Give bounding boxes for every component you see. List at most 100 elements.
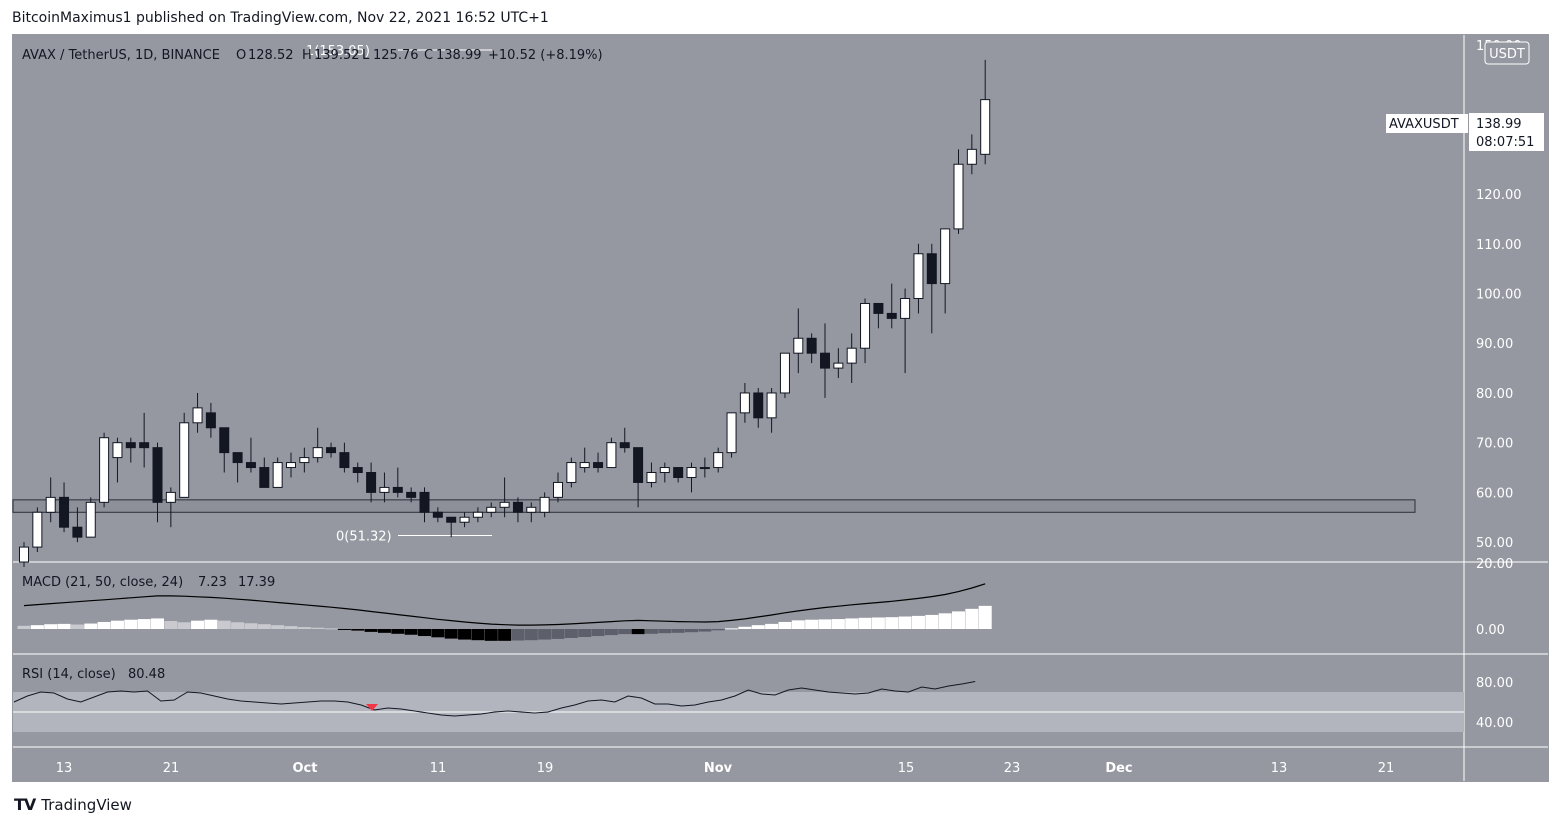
- candle-up[interactable]: [299, 457, 310, 464]
- candle-down[interactable]: [753, 392, 764, 419]
- macd-histogram-bar: [698, 629, 712, 632]
- candle-up[interactable]: [99, 437, 110, 503]
- candle-down[interactable]: [125, 442, 136, 449]
- macd-histogram-bar: [938, 613, 952, 629]
- ohlc-high-label: H: [302, 48, 312, 63]
- macd-histogram-bar: [644, 629, 658, 634]
- publisher-line: BitcoinMaximus1 published on TradingView…: [12, 10, 549, 26]
- candle-up[interactable]: [179, 422, 190, 498]
- candle-up[interactable]: [486, 506, 497, 513]
- symbol-tag: [1386, 114, 1468, 133]
- candle-down[interactable]: [593, 462, 604, 469]
- candle-down[interactable]: [245, 462, 256, 469]
- time-tick-label: 13: [1271, 761, 1288, 776]
- candle-up[interactable]: [312, 447, 323, 459]
- candle-up[interactable]: [766, 392, 777, 419]
- candle-up[interactable]: [913, 253, 924, 299]
- candle-up[interactable]: [659, 467, 670, 474]
- candle-up[interactable]: [793, 337, 804, 354]
- candle-down[interactable]: [633, 447, 644, 483]
- candle-up[interactable]: [739, 392, 750, 414]
- candle-up[interactable]: [646, 472, 657, 483]
- candle-down[interactable]: [139, 442, 150, 449]
- time-tick-label: 21: [1378, 761, 1395, 776]
- tradingview-logo[interactable]: TV TradingView: [14, 795, 132, 814]
- rsi-value: 80.48: [128, 667, 165, 682]
- candle-up[interactable]: [45, 496, 56, 513]
- candle-down[interactable]: [326, 447, 337, 454]
- candle-down[interactable]: [219, 427, 230, 454]
- time-tick-label: 15: [898, 761, 915, 776]
- candle-down[interactable]: [152, 447, 163, 503]
- candle-up[interactable]: [19, 546, 29, 563]
- candle-up[interactable]: [526, 506, 537, 513]
- candle-down[interactable]: [873, 302, 884, 314]
- candle-down[interactable]: [806, 337, 817, 354]
- candle-down[interactable]: [446, 516, 457, 523]
- candle-up[interactable]: [566, 462, 577, 483]
- candle-up[interactable]: [85, 501, 96, 538]
- candle-up[interactable]: [699, 467, 710, 470]
- ohlc-high: 139.52: [314, 48, 360, 63]
- candle-down[interactable]: [366, 472, 377, 493]
- candle-down[interactable]: [59, 496, 70, 528]
- macd-histogram-bar: [431, 629, 445, 638]
- candle-up[interactable]: [112, 442, 123, 459]
- candle-down[interactable]: [886, 312, 897, 319]
- candle-down[interactable]: [432, 511, 443, 518]
- fib-level-0-label: 0(51.32): [336, 530, 392, 545]
- candle-down[interactable]: [820, 352, 830, 369]
- candle-down[interactable]: [406, 491, 417, 498]
- candle-up[interactable]: [846, 347, 857, 364]
- chart-background: [13, 35, 1548, 781]
- candle-up[interactable]: [553, 481, 563, 498]
- currency-badge[interactable]: [1484, 41, 1530, 65]
- candle-down[interactable]: [352, 467, 363, 474]
- candle-up[interactable]: [833, 362, 844, 369]
- candle-up[interactable]: [286, 462, 296, 469]
- candle-down[interactable]: [419, 491, 430, 513]
- candle-down[interactable]: [673, 467, 684, 478]
- candle-down[interactable]: [232, 452, 243, 464]
- candle-up[interactable]: [165, 491, 176, 503]
- candle-up[interactable]: [459, 516, 470, 523]
- candle-up[interactable]: [32, 511, 43, 548]
- candle-down[interactable]: [339, 452, 350, 469]
- candle-up[interactable]: [472, 511, 483, 518]
- candle-up[interactable]: [539, 496, 550, 513]
- candle-down[interactable]: [392, 486, 403, 493]
- rsi-label: RSI (14, close): [22, 667, 116, 682]
- candle-up[interactable]: [966, 148, 977, 165]
- candle-up[interactable]: [900, 298, 911, 319]
- candle-up[interactable]: [272, 462, 283, 488]
- candle-down[interactable]: [259, 467, 270, 488]
- candle-up[interactable]: [192, 407, 203, 424]
- candle-down[interactable]: [926, 253, 937, 285]
- macd-axis-label: 20.00: [1476, 557, 1513, 572]
- macd-histogram-bar: [257, 624, 271, 629]
- candle-up[interactable]: [980, 99, 991, 155]
- macd-histogram-bar: [164, 621, 178, 629]
- candle-up[interactable]: [726, 412, 737, 454]
- candle-up[interactable]: [606, 442, 617, 469]
- macd-histogram-bar: [898, 616, 912, 629]
- candle-up[interactable]: [379, 486, 390, 493]
- candle-up[interactable]: [499, 501, 510, 508]
- candle-down[interactable]: [205, 412, 216, 429]
- candle-up[interactable]: [579, 462, 590, 469]
- price-tick-label: 90.00: [1476, 337, 1513, 352]
- macd-histogram-bar: [418, 629, 431, 637]
- macd-histogram-bar: [137, 619, 151, 629]
- candle-up[interactable]: [713, 452, 724, 469]
- candle-up[interactable]: [860, 302, 871, 349]
- macd-axis-label: 0.00: [1476, 623, 1505, 638]
- macd-histogram-bar: [364, 629, 378, 632]
- candle-up[interactable]: [779, 352, 790, 394]
- candle-down[interactable]: [512, 501, 523, 513]
- candle-up[interactable]: [940, 228, 951, 285]
- candle-down[interactable]: [619, 442, 630, 449]
- candle-down[interactable]: [72, 526, 83, 538]
- candle-up[interactable]: [686, 467, 697, 478]
- candle-up[interactable]: [953, 163, 964, 230]
